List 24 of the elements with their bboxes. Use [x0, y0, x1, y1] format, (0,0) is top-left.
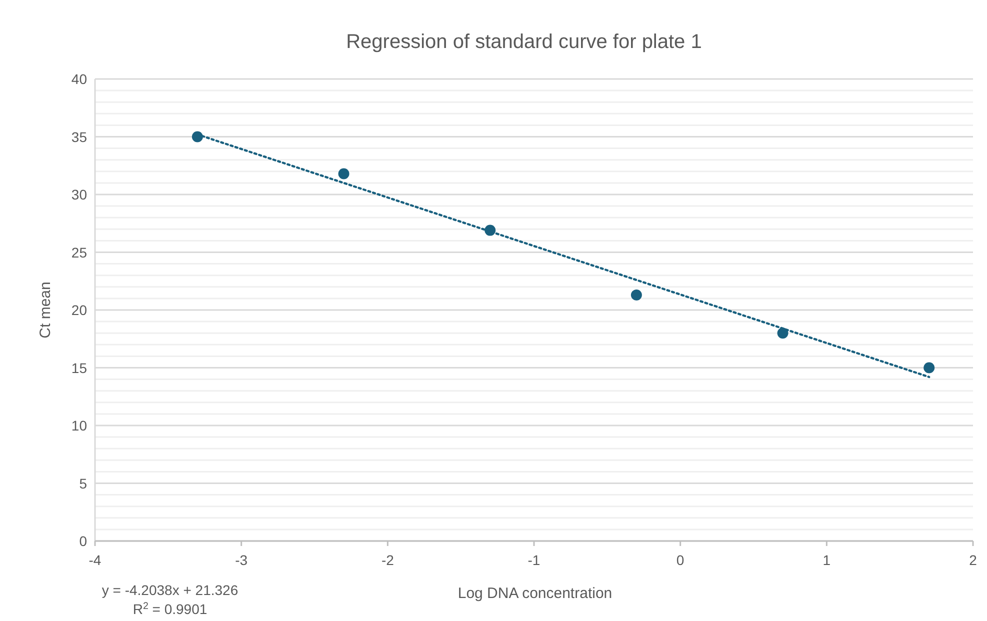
point [630, 289, 642, 300]
x-tick-label: 2 [969, 552, 978, 568]
y-tick-label: 35 [71, 128, 88, 145]
point [338, 168, 350, 180]
y-tick-label: 0 [79, 533, 88, 549]
x-tick-label: 0 [676, 552, 684, 568]
x-tick-label: -3 [235, 552, 248, 568]
y-axis-title: Ct mean [37, 282, 54, 338]
y-tick-label: 15 [71, 360, 88, 376]
point [924, 362, 935, 374]
text: R$^{2}$ = 0.9901 [132, 600, 208, 617]
y-tick-label: 5 [79, 475, 88, 492]
x-axis-title: Log DNA concentration [458, 585, 612, 602]
x-tick-label: -1 [528, 552, 540, 568]
y-tick-label: 25 [71, 244, 88, 260]
y-tick-label: 10 [71, 418, 88, 434]
y-tick-label: 40 [71, 71, 88, 87]
chart-title: Regression of standard curve for plate 1 [346, 31, 702, 53]
x-tick-label: 1 [822, 552, 831, 568]
x-tick-label: -2 [381, 552, 394, 568]
x-tick-label: -4 [88, 552, 102, 568]
y-tick-label: 20 [71, 302, 88, 318]
text: y = -4.2038x + 21.326 [102, 582, 238, 598]
y-tick-label: 30 [71, 186, 88, 202]
